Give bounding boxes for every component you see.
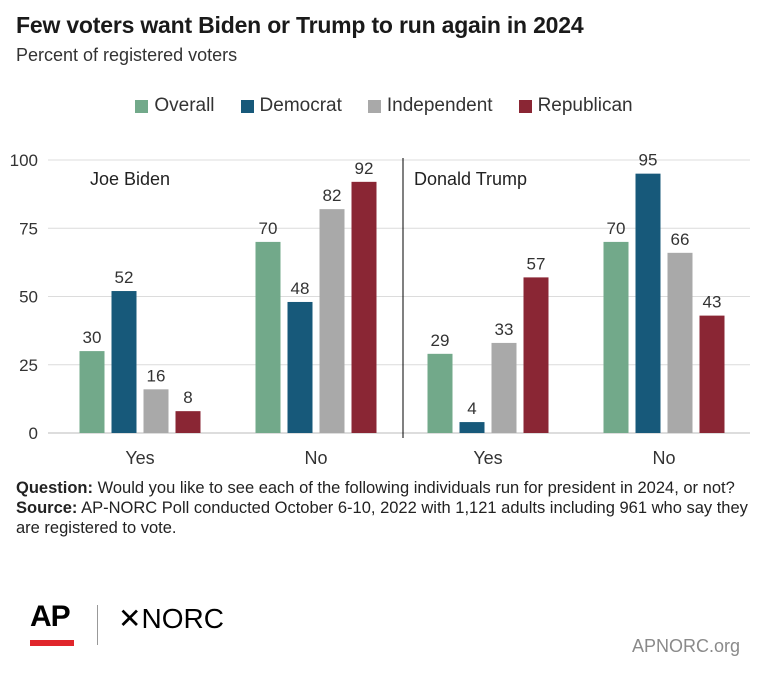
source-note: Source: AP-NORC Poll conducted October 6… [16,498,756,538]
bar-1-yes-republican [523,277,549,433]
site-link: APNORC.org [631,636,740,656]
bar-1-no-republican [699,315,725,433]
chart-title: Few voters want Biden or Trump to run ag… [16,12,584,38]
ap-logo-bar [30,640,74,646]
y-tick-label-75: 75 [19,219,38,238]
norc-logo: ✕NORC [118,602,224,635]
y-tick-label-100: 100 [10,151,38,170]
legend-label-democrat: Democrat [259,95,342,116]
source-label: Source: [16,499,78,517]
x-category-label-0-yes: Yes [125,448,154,468]
bar-0-no-democrat [287,301,313,433]
bar-1-no-democrat [635,173,661,433]
bar-chart: 0 25 50 75 100 Joe Biden 30 52 16 8 Yes 70 48 82 92 No D… [10,151,750,468]
notes: Question: Would you like to see each of … [16,478,756,538]
data-label-1-no-independent: 66 [671,230,690,249]
panel-label-0: Joe Biden [90,169,170,189]
logo-divider [97,605,98,645]
legend-swatch-republican [518,99,532,113]
data-label-1-no-overall: 70 [607,219,626,238]
legend-item-republican: Republican [518,95,633,117]
data-label-0-no-democrat: 48 [291,279,310,298]
legend-item-democrat: Democrat [240,95,342,117]
x-category-label-1-no: No [652,448,675,468]
bar-0-no-overall [255,241,281,433]
data-label-0-no-overall: 70 [259,219,278,238]
panel-label-1: Donald Trump [414,169,527,189]
data-label-0-yes-democrat: 52 [115,268,134,287]
question-text: Would you like to see each of the follow… [93,479,735,497]
bar-0-yes-independent [143,389,169,433]
x-category-label-0-no: No [304,448,327,468]
bar-1-no-overall [603,241,629,433]
ap-logo: AP [30,600,71,633]
bar-1-yes-overall [427,353,453,433]
bar-1-yes-democrat [459,422,485,433]
y-tick-label-0: 0 [29,424,38,443]
data-label-1-yes-democrat: 4 [467,399,476,418]
legend-item-overall: Overall [135,95,215,117]
data-label-0-yes-independent: 16 [147,366,166,385]
data-label-1-no-democrat: 95 [639,151,658,170]
bar-0-no-independent [319,209,345,433]
x-category-label-1-yes: Yes [473,448,502,468]
legend-item-independent: Independent [367,95,493,117]
bar-0-no-republican [351,181,377,433]
y-tick-label-25: 25 [19,356,38,375]
bar-0-yes-republican [175,411,201,433]
legend-label-overall: Overall [154,95,215,116]
bar-0-yes-democrat [111,291,137,433]
source-text: AP-NORC Poll conducted October 6-10, 202… [16,499,748,537]
norc-logo-text: NORC [141,603,224,634]
data-label-1-yes-independent: 33 [495,320,514,339]
data-label-0-yes-overall: 30 [83,328,102,347]
data-label-1-yes-republican: 57 [527,254,546,273]
question-note: Question: Would you like to see each of … [16,478,756,498]
question-label: Question: [16,479,93,497]
data-label-0-yes-republican: 8 [183,388,192,407]
data-label-0-no-republican: 92 [355,159,374,178]
bar-1-no-independent [667,252,693,433]
y-tick-label-50: 50 [19,288,38,307]
chart-subtitle: Percent of registered voters [16,45,238,65]
legend-swatch-overall [135,99,149,113]
legend-label-republican: Republican [537,95,633,116]
legend-swatch-independent [367,99,381,113]
legend: Overall Democrat Independent Republican [0,95,768,117]
legend-swatch-democrat [240,99,254,113]
bar-0-yes-overall [79,351,105,433]
bar-1-yes-independent [491,342,517,433]
norc-star-icon: ✕ [118,603,142,634]
data-label-1-yes-overall: 29 [431,331,450,350]
legend-label-independent: Independent [386,95,493,116]
data-label-0-no-independent: 82 [323,186,342,205]
data-label-1-no-republican: 43 [703,293,722,312]
